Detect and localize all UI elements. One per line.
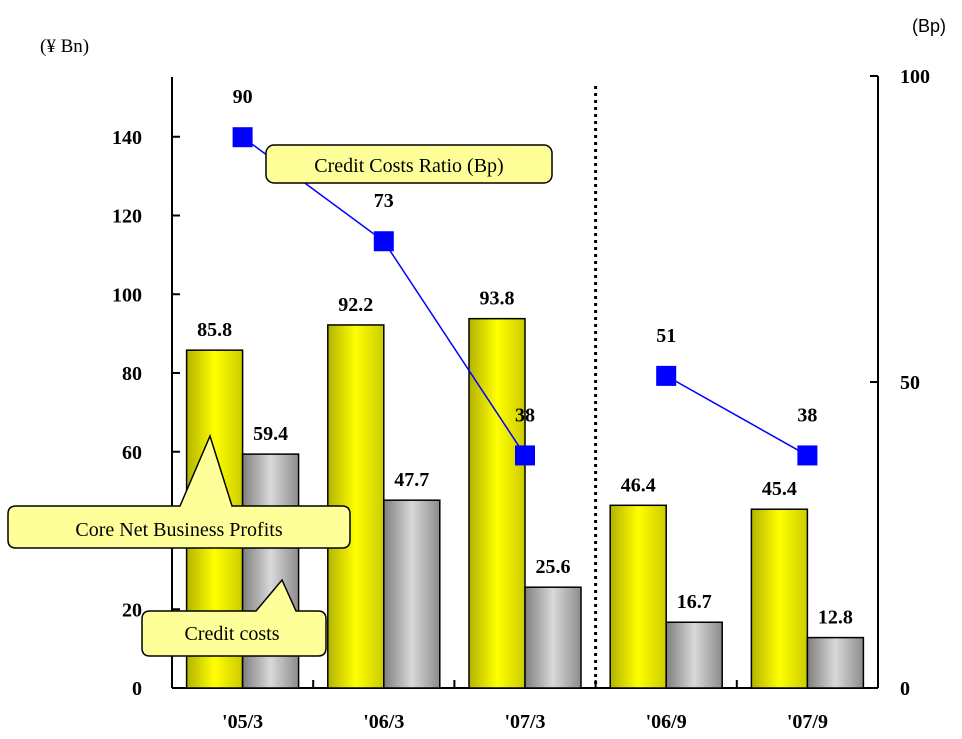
callout-ratio-text: Credit Costs Ratio (Bp) — [314, 155, 503, 177]
right-tick-label: 50 — [900, 372, 920, 394]
bar-credit-costs — [525, 587, 581, 688]
x-tick-label: '06/9 — [646, 711, 687, 733]
ratio-marker — [797, 445, 817, 465]
bar-value-label: 47.7 — [394, 469, 429, 491]
ratio-value-label: 51 — [656, 325, 676, 347]
bar-credit-costs — [666, 622, 722, 688]
ratio-line-segment — [666, 376, 807, 456]
callout-credit-costs-text: Credit costs — [185, 623, 280, 645]
left-tick-label: 80 — [122, 363, 142, 385]
bar-credit-costs — [384, 500, 440, 688]
ratio-value-label: 73 — [374, 190, 394, 212]
callout-ratio: Credit Costs Ratio (Bp) — [266, 145, 552, 183]
bar-credit-costs — [807, 638, 863, 688]
x-tick-label: '06/3 — [363, 711, 404, 733]
bar-value-label: 45.4 — [762, 478, 797, 500]
left-tick-label: 0 — [132, 678, 142, 700]
bar-value-label: 59.4 — [253, 423, 288, 445]
bar-value-label: 25.6 — [536, 556, 571, 578]
ratio-value-label: 90 — [233, 86, 253, 108]
left-tick-label: 140 — [112, 127, 142, 149]
x-tick-label: '05/3 — [222, 711, 263, 733]
right-axis-unit-label: (Bp) — [912, 16, 946, 36]
ratio-marker — [233, 127, 253, 147]
bar-core-net — [751, 509, 807, 688]
x-tick-label: '07/3 — [504, 711, 545, 733]
bar-core-net — [610, 505, 666, 688]
x-tick-label: '07/9 — [787, 711, 828, 733]
bar-value-label: 12.8 — [818, 607, 853, 629]
ratio-value-label: 38 — [797, 404, 817, 426]
bar-core-net — [469, 319, 525, 688]
ratio-marker — [374, 231, 394, 251]
bar-value-label: 85.8 — [197, 319, 232, 341]
right-tick-label: 100 — [900, 66, 930, 88]
left-tick-label: 120 — [112, 206, 142, 228]
bar-value-label: 16.7 — [677, 591, 712, 613]
ratio-marker — [515, 445, 535, 465]
ratio-marker — [656, 366, 676, 386]
right-tick-label: 0 — [900, 678, 910, 700]
left-axis-unit-label: (¥ Bn) — [40, 36, 89, 57]
left-tick-label: 100 — [112, 284, 142, 306]
bar-value-label: 46.4 — [621, 474, 656, 496]
bar-value-label: 92.2 — [338, 294, 373, 316]
left-tick-label: 20 — [122, 599, 142, 621]
callout-core-net-text: Core Net Business Profits — [75, 519, 282, 541]
bar-value-label: 93.8 — [480, 288, 515, 310]
ratio-value-label: 38 — [515, 404, 535, 426]
left-tick-label: 60 — [122, 442, 142, 464]
